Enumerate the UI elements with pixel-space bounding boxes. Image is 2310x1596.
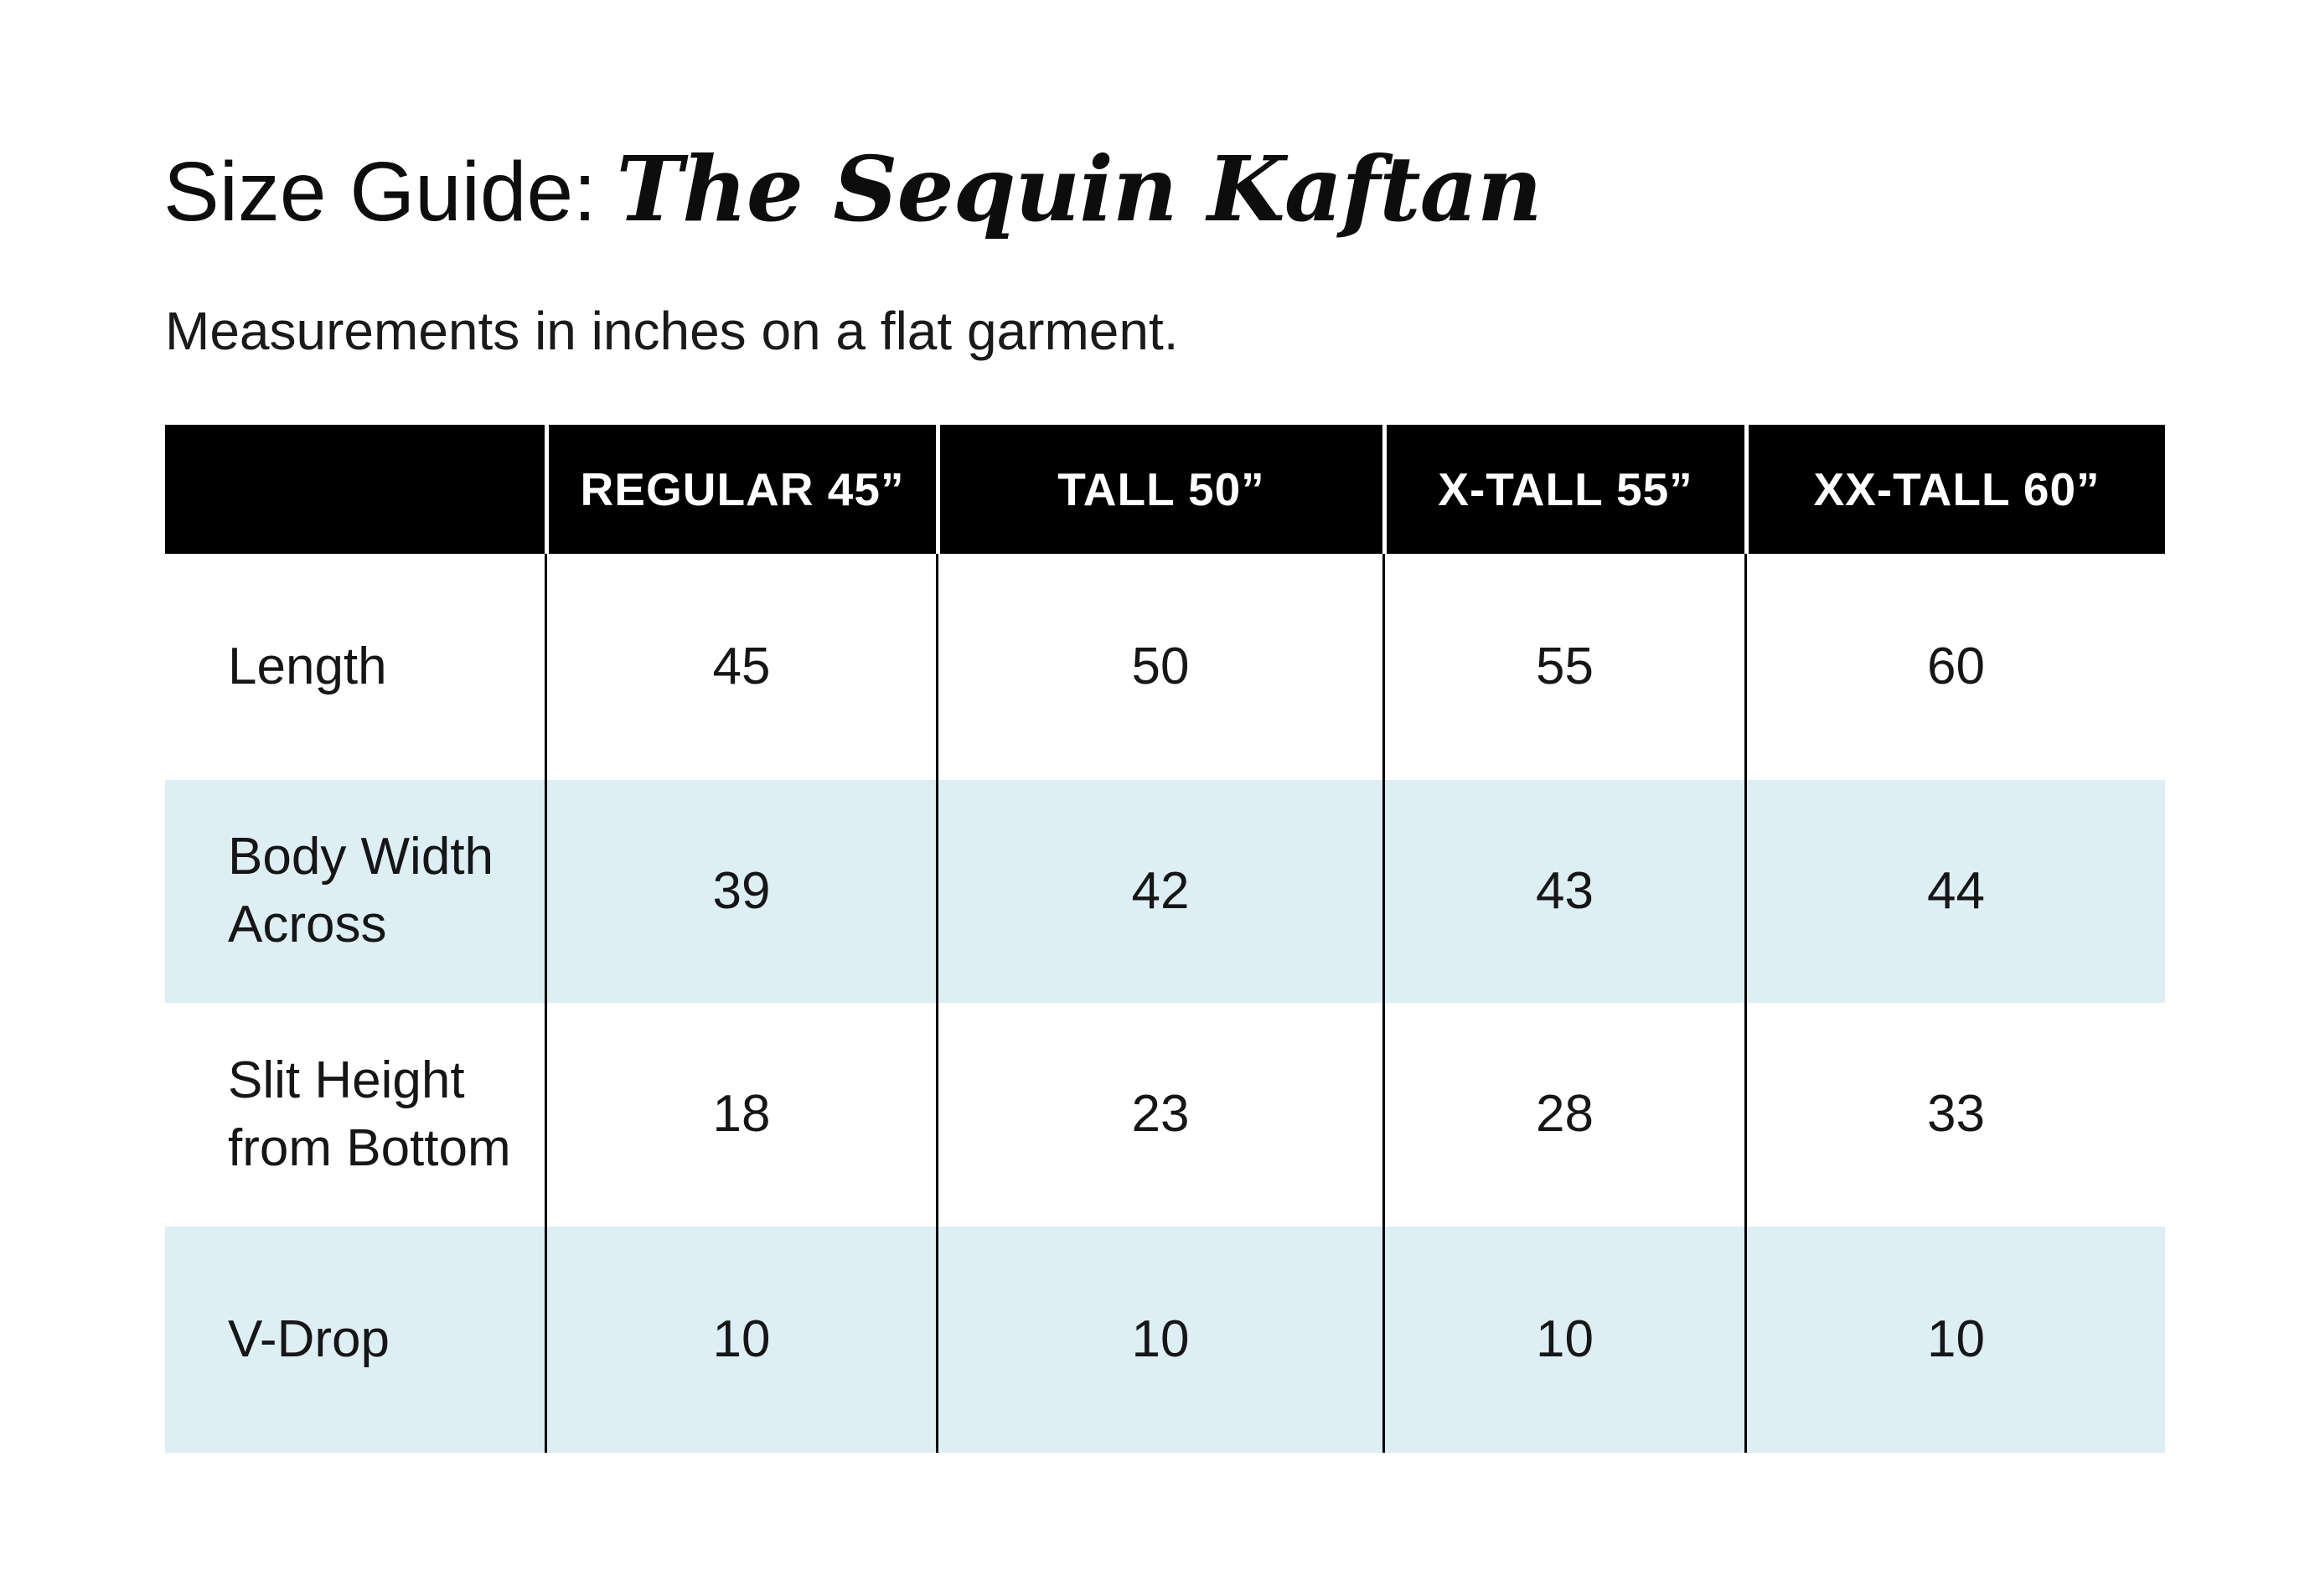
table-row: Slit Height from Bottom 18 23 28 33 (165, 1003, 2165, 1227)
page-title-prefix: Size Guide: (163, 145, 597, 239)
measurement-cell: 60 (1744, 554, 2165, 780)
size-column-header: REGULAR 45” (545, 425, 936, 554)
corner-cell (165, 425, 545, 554)
row-label-cell: Length (228, 637, 387, 695)
measurement-cell: 28 (1382, 1003, 1744, 1227)
measurement-cell: 55 (1382, 554, 1744, 780)
measurement-cell: 43 (1382, 780, 1744, 1003)
page-title: Size Guide: The Sequin Kaftan (163, 145, 1543, 235)
measurement-cell: 10 (936, 1227, 1382, 1453)
table-body: Length 45 50 55 60 Body Width Across 39 42 43 44 S… (165, 554, 2165, 1453)
size-column-header: TALL 50” (936, 425, 1382, 554)
measurement-cell: 10 (545, 1227, 936, 1453)
table-row: Length 45 50 55 60 (165, 554, 2165, 780)
measurement-cell: 45 (545, 554, 936, 780)
row-label-cell: V-Drop (228, 1309, 390, 1368)
table-header-row: REGULAR 45” TALL 50” X-TALL 55” XX-TALL 60” (165, 425, 2165, 554)
measurement-cell: 39 (545, 780, 936, 1003)
size-column-header: XX-TALL 60” (1744, 425, 2165, 554)
table-row: V-Drop 10 10 10 10 (165, 1227, 2165, 1453)
size-column-header: X-TALL 55” (1382, 425, 1744, 554)
table-row: Body Width Across 39 42 43 44 (165, 780, 2165, 1003)
measurement-cell: 18 (545, 1003, 936, 1227)
measurement-cell: 42 (936, 780, 1382, 1003)
page-title-product-name: The Sequin Kaftan (616, 137, 1542, 242)
measurement-cell: 44 (1744, 780, 2165, 1003)
measurement-note: Measurements in inches on a flat garment… (165, 301, 1179, 361)
measurement-cell: 10 (1382, 1227, 1744, 1453)
measurement-cell: 23 (936, 1003, 1382, 1227)
size-chart-table: REGULAR 45” TALL 50” X-TALL 55” XX-TALL 60”… (165, 425, 2165, 1453)
measurement-cell: 33 (1744, 1003, 2165, 1227)
row-label-cell: Slit Height from Bottom (228, 1051, 511, 1177)
measurement-cell: 50 (936, 554, 1382, 780)
row-label-cell: Body Width Across (228, 828, 494, 953)
measurement-cell: 10 (1744, 1227, 2165, 1453)
